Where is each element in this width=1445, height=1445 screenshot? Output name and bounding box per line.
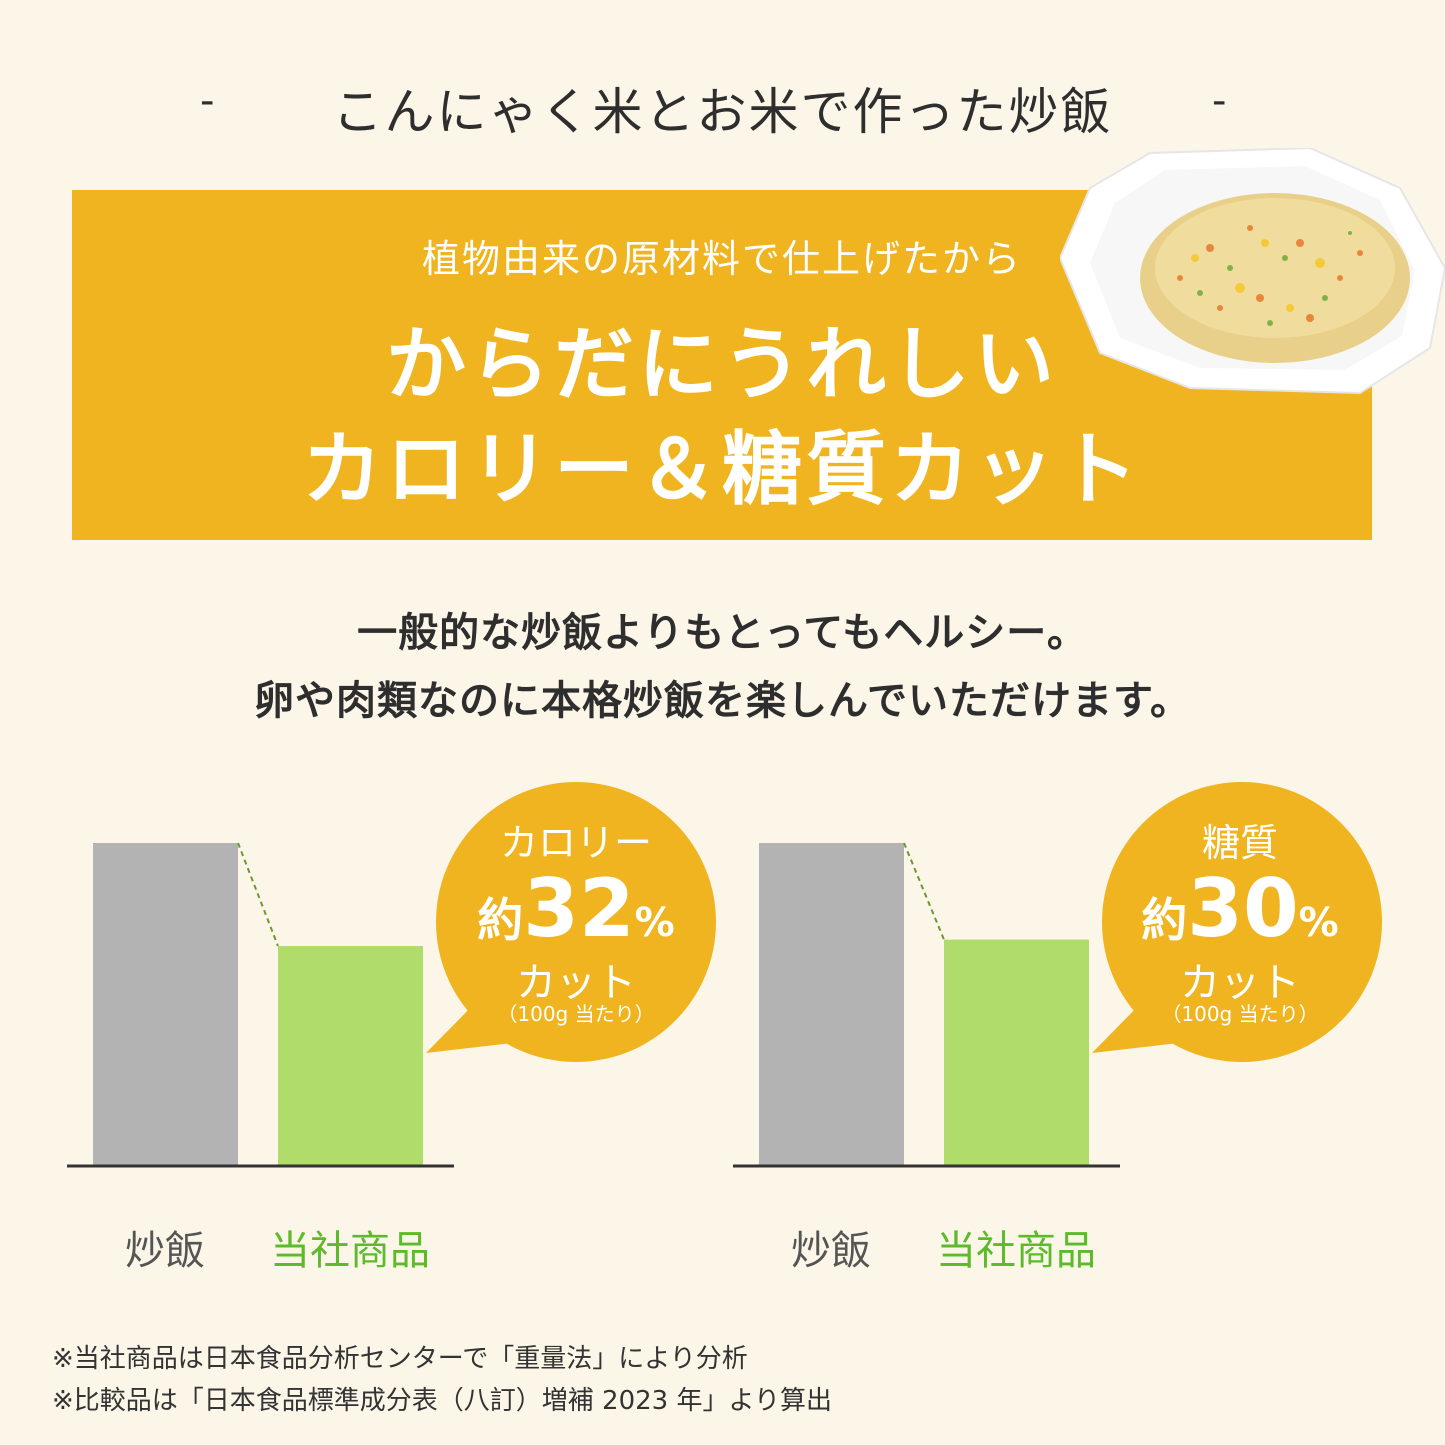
page-header: - こんにゃく米とお米で作った炒飯 -: [0, 68, 1445, 148]
page-title: こんにゃく米とお米で作った炒飯: [332, 83, 1113, 141]
comparison-charts: [67, 782, 1382, 1168]
bubble1-unit: %: [634, 900, 675, 946]
copy-line2: 卵や肉類なのに本格炒飯を楽しんでいただけます。: [254, 678, 1191, 724]
bar-friedrice: [759, 843, 904, 1165]
bubble1-value-line: 約32%: [436, 862, 716, 955]
bar-ourproduct: [278, 946, 423, 1165]
bubble2-suffix: カット: [1180, 960, 1300, 1006]
footnote-2: ※比較品は「日本食品標準成分表（八訂）増補 2023 年」より算出: [52, 1386, 832, 1416]
speech-bubble: [436, 782, 716, 1062]
bubble2-unit: %: [1298, 900, 1339, 946]
banner-headline-line2: カロリー＆糖質カット: [302, 423, 1142, 516]
bubble1-prefix: 約: [477, 893, 524, 947]
bar-ourproduct: [944, 939, 1089, 1165]
bubble1-suffix: カット: [516, 960, 636, 1006]
banner-headline-line1: からだにうれしい: [386, 318, 1058, 411]
bubble-tail: [1092, 997, 1187, 1053]
comparison-connector: [903, 842, 945, 940]
chart1-label-friedrice: 炒飯: [125, 1228, 205, 1274]
bubble2-value-line: 約30%: [1100, 862, 1380, 955]
footnote-1: ※当社商品は日本食品分析センターで「重量法」により分析: [52, 1344, 748, 1374]
bubble1-note: （100g 当たり）: [497, 1002, 655, 1026]
bubble1-label: カロリー: [499, 821, 652, 865]
bubble2-prefix: 約: [1141, 893, 1188, 947]
bubble-tail: [426, 997, 521, 1053]
header-dash-right: -: [1212, 78, 1229, 124]
bubble2-value: 30: [1187, 862, 1299, 955]
banner-subtitle: 植物由来の原材料で仕上げたから: [421, 237, 1022, 281]
speech-bubble: [1102, 782, 1382, 1062]
bubble2-label: 糖質: [1201, 821, 1278, 865]
bar-friedrice: [93, 843, 238, 1165]
bubble2-note: （100g 当たり）: [1161, 1002, 1319, 1026]
chart1-label-ourproduct: 当社商品: [270, 1228, 430, 1274]
copy-line1: 一般的な炒飯よりもとってもヘルシー。: [357, 610, 1088, 656]
header-dash-left: -: [200, 78, 217, 124]
chart2-label-friedrice: 炒飯: [791, 1228, 871, 1274]
comparison-connector: [237, 842, 279, 947]
chart2-label-ourproduct: 当社商品: [936, 1228, 1096, 1274]
fried-rice-plate-image: [1058, 146, 1445, 398]
bubble1-value: 32: [523, 862, 635, 955]
